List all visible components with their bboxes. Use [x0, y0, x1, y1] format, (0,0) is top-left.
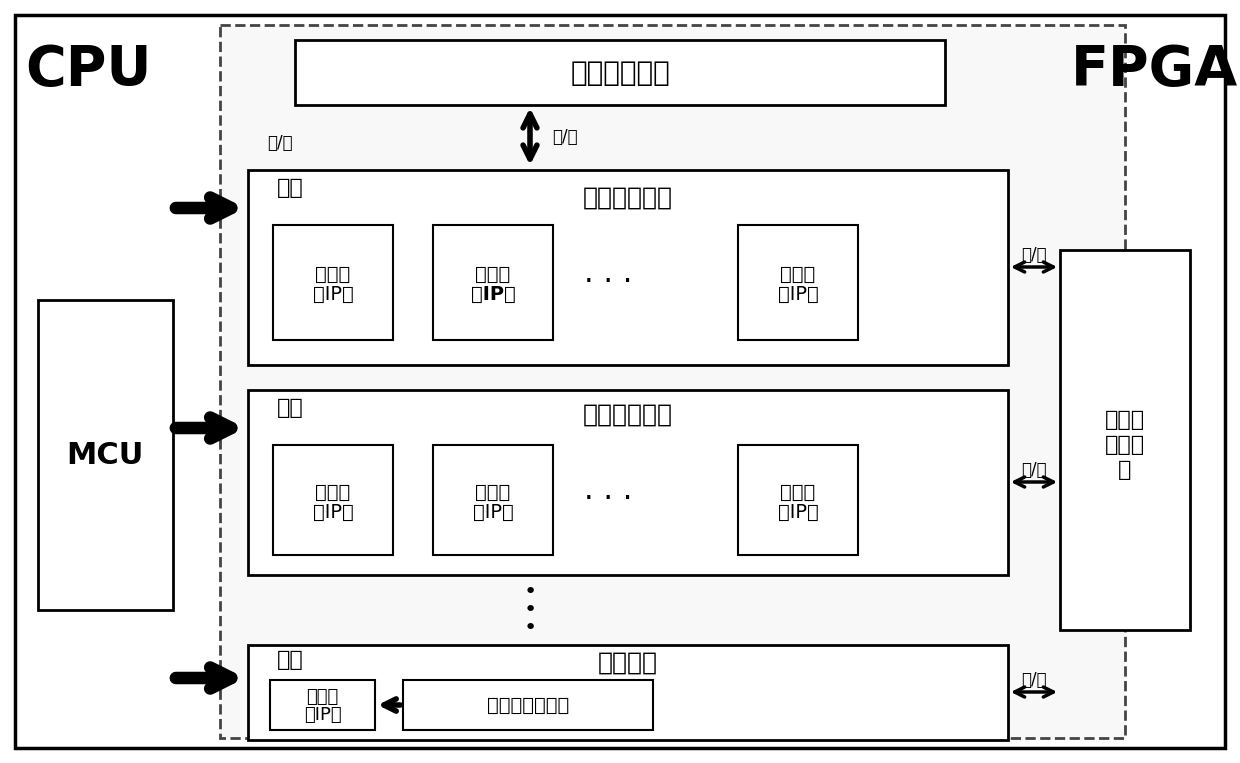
- Text: 参数存储模块: 参数存储模块: [570, 59, 670, 86]
- Bar: [270, 680, 374, 730]
- Text: 算IP核: 算IP核: [472, 503, 513, 521]
- Bar: [738, 445, 858, 555]
- Text: 指令: 指令: [277, 178, 304, 198]
- Bar: [219, 25, 1125, 738]
- Text: 池化运: 池化运: [475, 482, 511, 501]
- Text: 读/写: 读/写: [1022, 461, 1047, 479]
- Bar: [38, 300, 174, 610]
- Text: 冒泡法卷积层: 冒泡法卷积层: [583, 186, 673, 210]
- Bar: [273, 445, 393, 555]
- Text: 特征图: 特征图: [1105, 410, 1145, 430]
- Text: 卷积运: 卷积运: [780, 265, 816, 284]
- Bar: [1060, 250, 1190, 630]
- Text: · · ·: · · ·: [584, 485, 632, 514]
- Text: 读/写: 读/写: [552, 128, 578, 146]
- Bar: [403, 680, 653, 730]
- Text: •: •: [523, 618, 537, 638]
- Text: 读/写: 读/写: [267, 134, 293, 152]
- Text: 池化运: 池化运: [780, 482, 816, 501]
- Text: 指令: 指令: [277, 398, 304, 418]
- Text: 算IP核: 算IP核: [312, 285, 353, 304]
- Text: 存储模: 存储模: [1105, 435, 1145, 455]
- Text: 读/写: 读/写: [1022, 246, 1047, 264]
- Text: •: •: [523, 582, 537, 602]
- Bar: [273, 225, 393, 340]
- Bar: [738, 225, 858, 340]
- Text: 池化运: 池化运: [315, 482, 351, 501]
- Text: 算IP核: 算IP核: [777, 503, 818, 521]
- Text: 块: 块: [1118, 460, 1132, 480]
- Bar: [248, 390, 1008, 575]
- Text: 算IP核: 算IP核: [777, 285, 818, 304]
- Text: 全连接层: 全连接层: [598, 651, 658, 675]
- Text: 冒泡法池化层: 冒泡法池化层: [583, 403, 673, 427]
- Bar: [248, 170, 1008, 365]
- Text: •: •: [523, 600, 537, 620]
- Text: 指令: 指令: [277, 650, 304, 670]
- Text: 卷积运: 卷积运: [315, 265, 351, 284]
- Text: FPGA: FPGA: [1071, 43, 1239, 97]
- Bar: [295, 40, 945, 105]
- Text: · · ·: · · ·: [584, 268, 632, 297]
- Text: MCU: MCU: [66, 440, 144, 469]
- Text: 算IP核: 算IP核: [471, 285, 516, 304]
- Text: 算IP核: 算IP核: [312, 503, 353, 521]
- Text: 卷积运: 卷积运: [475, 265, 511, 284]
- Text: 读/写: 读/写: [1022, 671, 1047, 689]
- Text: 层IP核: 层IP核: [304, 706, 341, 724]
- Bar: [433, 445, 553, 555]
- Text: 全连接层控制器: 全连接层控制器: [487, 696, 569, 714]
- Bar: [433, 225, 553, 340]
- Text: 全连接: 全连接: [306, 688, 339, 706]
- Text: CPU: CPU: [25, 43, 151, 97]
- Bar: [248, 645, 1008, 740]
